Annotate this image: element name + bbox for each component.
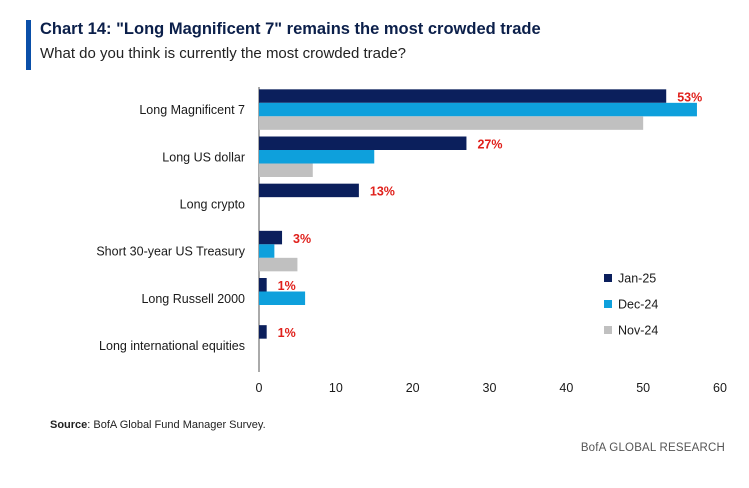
bar-jan-25-long-russell-2000: [259, 278, 267, 292]
bar-dec-24-long-russell-2000: [259, 291, 306, 305]
source-note: Source: BofA Global Fund Manager Survey.: [50, 419, 266, 431]
x-tick-label-30: 30: [483, 381, 497, 395]
legend-label-nov-24: Nov-24: [618, 324, 658, 338]
bar-dec-24-long-us-dollar: [259, 150, 375, 164]
category-label-long-russell-2000: Long Russell 2000: [141, 292, 245, 306]
title-accent-bar: [26, 20, 31, 70]
category-label-long-magnificent-7: Long Magnificent 7: [139, 103, 245, 117]
bar-dec-24-long-magnificent-7: [259, 102, 697, 117]
data-label-long-crypto: 13%: [370, 185, 395, 199]
bar-jan-25-long-magnificent-7: [259, 89, 667, 103]
data-label-long-magnificent-7: 53%: [677, 90, 702, 104]
bar-jan-25-long-crypto: [259, 183, 359, 198]
data-label-long-us-dollar: 27%: [477, 138, 502, 152]
x-tick-label-40: 40: [559, 381, 573, 395]
bar-jan-25-short-30-year-us-treasury: [259, 230, 283, 245]
source-label: Source: [50, 419, 88, 431]
chart-title: Chart 14: "Long Magnificent 7" remains t…: [40, 20, 541, 38]
category-label-long-us-dollar: Long US dollar: [162, 150, 245, 164]
category-label-short-30-year-us-treasury: Short 30-year US Treasury: [96, 245, 245, 259]
chart-subtitle: What do you think is currently the most …: [40, 45, 407, 62]
x-tick-label-50: 50: [636, 381, 650, 395]
legend-swatch-jan-25: [604, 274, 612, 282]
category-label-long-international-equities: Long international equities: [99, 339, 245, 353]
research-credit: BofA GLOBAL RESEARCH: [580, 442, 725, 454]
data-label-short-30-year-us-treasury: 3%: [293, 232, 311, 246]
bar-nov-24-short-30-year-us-treasury: [259, 257, 298, 272]
legend-label-dec-24: Dec-24: [618, 298, 658, 312]
bar-jan-25-long-us-dollar: [259, 136, 467, 150]
data-label-long-russell-2000: 1%: [278, 279, 296, 293]
category-label-long-crypto: Long crypto: [180, 197, 245, 211]
bar-nov-24-long-magnificent-7: [259, 116, 644, 130]
data-label-long-international-equities: 1%: [278, 326, 296, 340]
bar-jan-25-long-international-equities: [259, 325, 267, 339]
legend-label-jan-25: Jan-25: [618, 272, 656, 286]
source-text: : BofA Global Fund Manager Survey.: [87, 419, 266, 431]
x-tick-label-60: 60: [713, 381, 727, 395]
x-tick-label-20: 20: [406, 381, 420, 395]
bar-dec-24-short-30-year-us-treasury: [259, 244, 275, 258]
x-tick-label-0: 0: [256, 381, 263, 395]
bar-nov-24-long-us-dollar: [259, 163, 313, 177]
x-tick-label-10: 10: [329, 381, 343, 395]
legend-swatch-dec-24: [604, 300, 612, 308]
legend-swatch-nov-24: [604, 326, 612, 334]
